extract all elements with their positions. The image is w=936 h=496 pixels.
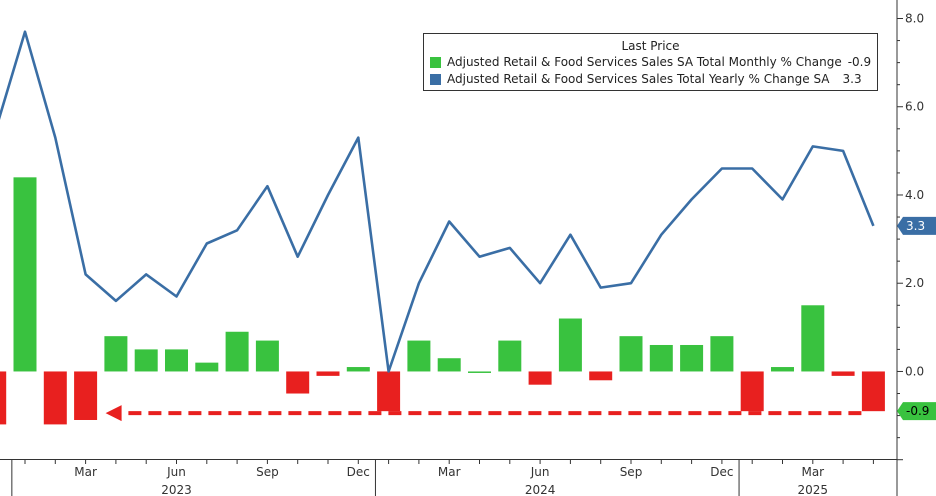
yearly-change-line [0,30,875,373]
monthly-last-price-tag: -0.9 [906,404,929,418]
x-month-label: Jun [530,465,550,479]
bar-2024-05 [498,340,522,372]
bar-2024-03 [437,358,461,372]
bar-2024-04 [468,371,491,373]
monthly-last-price-tag-bg [897,402,936,421]
legend-title: Last Price [621,39,680,53]
bar-2024-02 [407,340,431,372]
x-month-label: Mar [74,465,97,479]
legend-swatch-green [430,56,441,68]
x-month-label: Mar [801,465,824,479]
bar-2022-12 [0,371,7,425]
y-tick-label: 0.0 [905,364,924,378]
legend-label-yearly: Adjusted Retail & Food Services Sales To… [447,72,830,86]
bar-2023-10 [286,371,310,394]
bar-2025-05 [861,371,885,412]
bar-2023-12 [346,367,370,372]
bar-2024-06 [528,371,552,385]
y-tick-label: 2.0 [905,276,924,290]
x-month-label: Sep [256,465,279,479]
x-month-label: Dec [347,465,370,479]
legend-item-monthly: Adjusted Retail & Food Services Sales SA… [430,55,871,69]
y-tick-label: 4.0 [905,188,924,202]
bar-2024-08 [589,371,613,381]
bar-2023-05 [134,349,158,372]
bar-2025-01 [740,371,764,412]
bar-2023-06 [165,349,188,372]
dashed-arrow-annotation [105,405,862,422]
yearly-last-price-tag-bg [897,216,936,235]
bar-2023-01 [13,177,37,372]
y-axis: 8.0 6.0 4.0 2.0 0.0 3.3 -0.9 [896,0,936,496]
bar-2023-03 [74,371,98,420]
y-tick-label: 6.0 [905,100,924,114]
bar-2023-08 [225,331,249,372]
bar-2023-11 [316,371,340,376]
monthly-change-bars [0,177,885,425]
x-year-label: 2023 [161,483,192,496]
bar-2024-12 [710,336,734,372]
x-year-label: 2024 [525,483,556,496]
bar-2023-04 [104,336,128,372]
legend-label-monthly: Adjusted Retail & Food Services Sales SA… [447,55,842,69]
bar-2023-02 [43,371,67,425]
bar-2024-10 [649,344,673,372]
legend-item-yearly: Adjusted Retail & Food Services Sales To… [430,72,862,86]
yearly-change-line-layer [0,30,875,373]
y-tick-label: 8.0 [905,12,924,26]
bar-2024-09 [619,336,643,372]
x-month-label: Jun [166,465,186,479]
bar-2025-04 [831,371,855,376]
bar-2024-01 [377,371,401,412]
x-month-label: Dec [710,465,733,479]
bar-2024-07 [558,318,582,372]
legend: Last Price Adjusted Retail & Food Servic… [423,33,878,91]
arrow-head [105,405,122,422]
legend-value-monthly: -0.9 [847,55,872,69]
legend-swatch-blue [430,73,441,85]
x-year-label: 2025 [798,483,829,496]
bar-2023-09 [255,340,279,372]
x-month-label: Sep [620,465,643,479]
bar-2025-03 [801,305,825,372]
legend-value-yearly: 3.3 [842,72,862,86]
x-month-label: Mar [438,465,461,479]
x-axis: Mar Jun Sep Dec Mar Jun Sep Dec Mar 2023 2024 2025 [0,459,897,496]
bar-2024-11 [680,344,704,372]
yearly-last-price-tag: 3.3 [906,219,925,233]
bar-2025-02 [771,367,794,372]
bar-2023-07 [195,362,219,372]
